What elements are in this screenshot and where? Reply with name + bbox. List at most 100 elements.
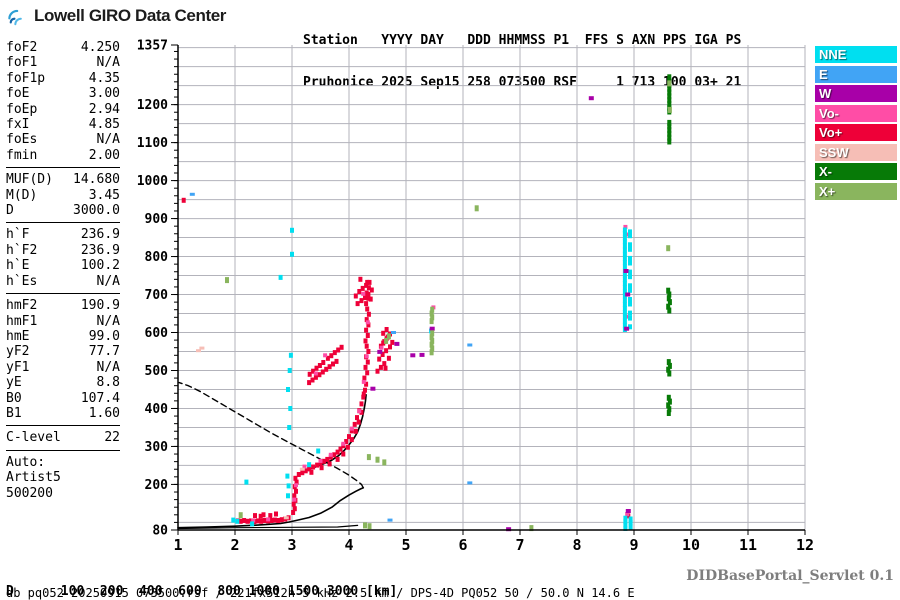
parameter-value: 3.00 bbox=[88, 86, 120, 102]
parameter-row-fxi: fxI 4.85 bbox=[6, 117, 120, 132]
series-x bbox=[225, 80, 672, 532]
panel-divider bbox=[6, 449, 120, 451]
parameter-label: h`F bbox=[6, 227, 30, 243]
parameter-panel: foF2 4.250 foF1 N/A foF1p 4.35 foE 3.00 foEp 2.94… bbox=[6, 40, 120, 501]
distance-muf-table: D 100 200 400 600 800 1000 1500 3000 [km… bbox=[6, 556, 405, 600]
parameter-row-hmf1: hmF1 N/A bbox=[6, 314, 120, 329]
series-nne bbox=[231, 227, 633, 531]
parameter-label: hmF1 bbox=[6, 313, 38, 329]
axis-ticks bbox=[171, 44, 806, 535]
parameter-label: fxI bbox=[6, 117, 30, 133]
parameter-row-fof1: foF1 N/A bbox=[6, 55, 120, 70]
parameter-row-md: M(D) 3.45 bbox=[6, 188, 120, 203]
plot-axes bbox=[177, 45, 805, 531]
legend-item-x: X- bbox=[815, 163, 897, 180]
parameter-value: 236.9 bbox=[80, 242, 120, 258]
series-x bbox=[666, 74, 672, 416]
parameter-value: 8.8 bbox=[96, 375, 120, 391]
series-e bbox=[189, 192, 473, 522]
parameter-value: 190.9 bbox=[80, 298, 120, 314]
parameter-row-b1: B1 1.60 bbox=[6, 406, 120, 421]
header-column-titles: Station YYYY DAY DDD HHMMSS P1 FFS S AXN… bbox=[303, 33, 742, 48]
curve-true-height-profile bbox=[177, 487, 365, 529]
echo-legend: NNE E W Vo- Vo+ SSW X- X+ bbox=[815, 46, 897, 202]
parameter-label: yF2 bbox=[6, 344, 30, 360]
parameter-row-yf2: yF2 77.7 bbox=[6, 344, 120, 359]
parameter-value: 2.00 bbox=[88, 147, 120, 163]
panel-divider bbox=[6, 222, 120, 224]
x-axis-labels: 1 2 3 4 5 6 7 8 9 10 11 12 bbox=[173, 536, 814, 554]
parameter-label: hmF2 bbox=[6, 298, 38, 314]
legend-item-x: X+ bbox=[815, 182, 897, 200]
x-tick-label-10: 10 bbox=[682, 536, 700, 554]
parameter-label: h`F2 bbox=[6, 242, 38, 258]
ionogram-plot: 1357120011001000900800700600500400300200… bbox=[137, 39, 814, 555]
parameter-row-b0: B0 107.4 bbox=[6, 391, 120, 406]
giro-wave-icon bbox=[8, 9, 22, 26]
parameter-value: 3000.0 bbox=[73, 203, 120, 219]
x-tick-label-4: 4 bbox=[344, 536, 353, 554]
parameter-value: 107.4 bbox=[80, 390, 120, 406]
x-tick-label-2: 2 bbox=[230, 536, 239, 554]
parameter-row-auto: Auto: bbox=[6, 455, 120, 470]
parameter-row-he: h`E 100.2 bbox=[6, 258, 120, 273]
series-w bbox=[370, 96, 631, 532]
x-tick-label-9: 9 bbox=[629, 536, 638, 554]
parameter-value: N/A bbox=[96, 273, 120, 289]
y-tick-label-1200: 1200 bbox=[137, 98, 168, 113]
status-line: db pq052 20250915 073500.rsf / 221fx512h… bbox=[6, 586, 635, 600]
y-tick-label-900: 900 bbox=[145, 212, 169, 227]
parameter-row-artist5: Artist5 bbox=[6, 470, 120, 485]
parameter-label: foF1p bbox=[6, 70, 46, 86]
parameter-value: 4.250 bbox=[80, 40, 120, 55]
parameter-row-foep: foEp 2.94 bbox=[6, 102, 120, 117]
parameter-value: 236.9 bbox=[80, 227, 120, 243]
parameter-row-foes: foEs N/A bbox=[6, 132, 120, 147]
curve-profile-baseline bbox=[177, 524, 359, 530]
y-tick-label-1000: 1000 bbox=[137, 174, 168, 189]
parameter-label: foF2 bbox=[6, 40, 38, 55]
parameter-value: 22 bbox=[104, 430, 120, 446]
y-tick-label-800: 800 bbox=[145, 250, 169, 265]
parameter-value: N/A bbox=[96, 132, 120, 148]
parameter-label: Artist5 bbox=[6, 470, 61, 486]
parameter-row-ye: yE 8.8 bbox=[6, 375, 120, 390]
parameter-value: 100.2 bbox=[80, 258, 120, 274]
parameter-row-mufd: MUF(D) 14.680 bbox=[6, 172, 120, 187]
parameter-row-d: D 3000.0 bbox=[6, 203, 120, 218]
parameter-label: fmin bbox=[6, 147, 38, 163]
parameter-label: 500200 bbox=[6, 485, 53, 501]
servlet-version: DIDBasePortal_Servlet 0.1 bbox=[686, 568, 894, 584]
y-tick-label-400: 400 bbox=[145, 402, 169, 417]
parameter-label: h`E bbox=[6, 258, 30, 274]
parameter-value: 4.35 bbox=[88, 70, 120, 86]
parameter-label: M(D) bbox=[6, 187, 38, 203]
parameter-label: yE bbox=[6, 375, 22, 391]
x-tick-label-8: 8 bbox=[572, 536, 581, 554]
header-table: Station YYYY DAY DDD HHMMSS P1 FFS S AXN… bbox=[303, 6, 741, 118]
parameter-label: C-level bbox=[6, 430, 61, 446]
parameter-value: N/A bbox=[96, 359, 120, 375]
parameter-value: 2.94 bbox=[88, 101, 120, 117]
y-tick-label-700: 700 bbox=[145, 288, 169, 303]
legend-item-vo: Vo+ bbox=[815, 124, 897, 141]
x-tick-label-3: 3 bbox=[287, 536, 296, 554]
parameter-row-500200: 500200 bbox=[6, 486, 120, 501]
legend-item-nne: NNE bbox=[815, 46, 897, 63]
parameter-row-hme: hmE 99.0 bbox=[6, 329, 120, 344]
logo-text: Lowell GIRO Data Center bbox=[34, 6, 227, 25]
y-tick-label-200: 200 bbox=[145, 478, 169, 493]
y-tick-label-600: 600 bbox=[145, 326, 169, 341]
parameter-row-fof1p: foF1p 4.35 bbox=[6, 71, 120, 86]
plot-grid bbox=[178, 45, 806, 530]
y-tick-label-500: 500 bbox=[145, 364, 169, 379]
parameter-value: 99.0 bbox=[88, 328, 120, 344]
giro-logo[interactable]: Lowell GIRO Data Center bbox=[8, 5, 226, 27]
series-ssw bbox=[196, 346, 305, 520]
parameter-row-fmin: fmin 2.00 bbox=[6, 148, 120, 163]
parameter-value: 1.60 bbox=[88, 405, 120, 421]
parameter-label: Auto: bbox=[6, 454, 46, 470]
x-tick-label-5: 5 bbox=[401, 536, 410, 554]
parameter-row-clevel: C-level 22 bbox=[6, 430, 120, 445]
parameter-label: h`Es bbox=[6, 273, 38, 289]
